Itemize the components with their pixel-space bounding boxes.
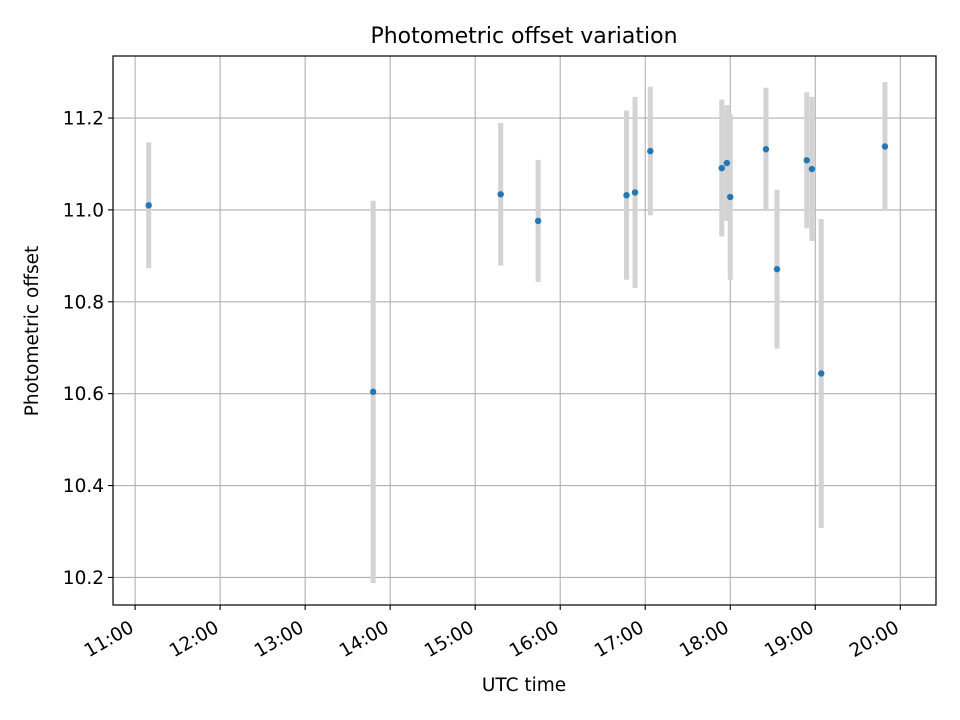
data-point xyxy=(497,191,504,198)
data-point xyxy=(718,164,725,172)
data-point xyxy=(773,265,781,273)
x-axis-label: UTC time xyxy=(482,675,566,696)
x-tick-label: 17:00 xyxy=(591,617,648,662)
x-tick-label: 16:00 xyxy=(506,617,563,662)
y-tick-label: 10.6 xyxy=(63,384,104,405)
x-tick-label: 13:00 xyxy=(251,617,308,662)
grid xyxy=(113,56,936,605)
y-tick-label: 11.0 xyxy=(63,200,104,221)
errorbars xyxy=(146,82,888,583)
y-tick-label: 10.8 xyxy=(63,292,104,313)
x-tick-label: 15:00 xyxy=(421,617,478,662)
y-tick-label: 11.2 xyxy=(63,109,104,130)
x-tick-label: 12:00 xyxy=(166,617,223,662)
data-point xyxy=(623,192,630,199)
x-axis: 11:00 12:00 13:00 14:00 15:00 16:00 17:00 18:00… xyxy=(81,605,903,662)
y-axis-label: Photometric offset xyxy=(22,246,43,417)
y-tick-label: 10.2 xyxy=(63,568,104,589)
y-tick-label: 10.4 xyxy=(63,476,104,497)
x-tick-label: 20:00 xyxy=(846,617,903,662)
data-point xyxy=(808,165,816,173)
data-point xyxy=(369,388,377,396)
x-tick-label: 19:00 xyxy=(761,617,818,662)
y-axis: 10.2 10.4 10.6 10.8 11.0 11.2 xyxy=(63,109,113,589)
data-point xyxy=(803,157,810,164)
data-point xyxy=(818,370,825,377)
data-point xyxy=(631,189,639,196)
x-tick-label: 14:00 xyxy=(336,617,393,662)
points xyxy=(145,143,889,396)
data-point xyxy=(723,159,731,167)
x-tick-label: 18:00 xyxy=(676,617,733,662)
chart-title: Photometric offset variation xyxy=(370,24,677,49)
data-point xyxy=(534,217,542,225)
data-point xyxy=(145,202,152,209)
plot-frame xyxy=(112,55,937,606)
data-point xyxy=(727,193,734,201)
x-tick-label: 11:00 xyxy=(81,617,138,662)
data-point xyxy=(762,146,770,153)
data-point xyxy=(647,147,654,155)
data-point xyxy=(881,143,889,150)
